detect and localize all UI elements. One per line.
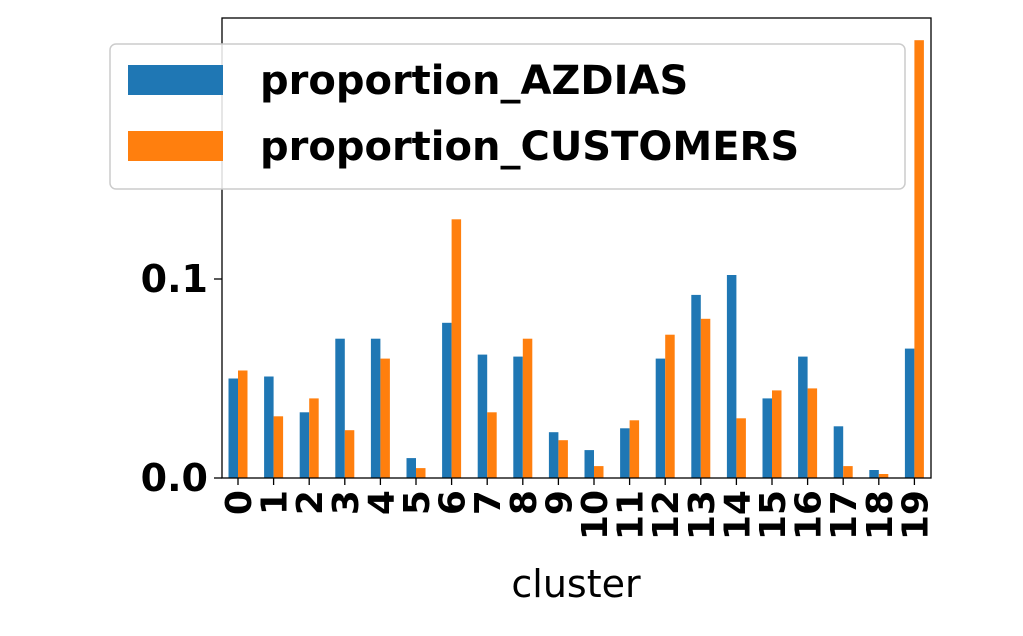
bar-proportion_CUSTOMERS-9 xyxy=(558,440,568,478)
x-tick-label: 12 xyxy=(646,490,687,540)
x-tick-label: 11 xyxy=(611,490,652,540)
bar-proportion_AZDIAS-1 xyxy=(264,376,274,478)
bar-proportion_AZDIAS-3 xyxy=(335,338,345,478)
x-tick-label: 8 xyxy=(504,490,545,515)
x-tick-label: 6 xyxy=(433,490,474,515)
bar-proportion_AZDIAS-4 xyxy=(370,338,381,478)
bar-proportion_CUSTOMERS-18 xyxy=(878,474,889,478)
bar-proportion_AZDIAS-12 xyxy=(655,358,666,478)
legend-label: proportion_AZDIAS xyxy=(260,58,688,104)
bar-proportion_AZDIAS-6 xyxy=(442,322,452,478)
bar-proportion_AZDIAS-16 xyxy=(798,356,808,478)
bar-proportion_AZDIAS-15 xyxy=(762,398,772,478)
bar-proportion_AZDIAS-10 xyxy=(584,450,594,478)
bar-proportion_CUSTOMERS-17 xyxy=(843,466,853,478)
bar-proportion_AZDIAS-5 xyxy=(406,458,416,478)
x-tick-label: 3 xyxy=(326,490,367,515)
bar-proportion_CUSTOMERS-0 xyxy=(238,370,248,478)
x-tick-label: 9 xyxy=(539,490,580,515)
bar-proportion_CUSTOMERS-15 xyxy=(772,390,782,478)
bar-proportion_AZDIAS-14 xyxy=(726,275,737,478)
x-tick-label: 2 xyxy=(290,490,331,515)
bar-proportion_CUSTOMERS-19 xyxy=(914,40,924,478)
x-tick-label: 16 xyxy=(789,490,830,540)
x-tick-label: 10 xyxy=(575,490,616,540)
x-tick-label: 1 xyxy=(255,490,296,515)
bar-proportion_CUSTOMERS-4 xyxy=(380,358,390,478)
x-tick-label: 0 xyxy=(219,490,260,515)
legend-swatch xyxy=(128,65,223,95)
bar-proportion_AZDIAS-8 xyxy=(513,356,523,478)
x-tick-label: 5 xyxy=(397,490,438,515)
x-tick-label: 4 xyxy=(361,490,402,515)
bar-proportion_CUSTOMERS-8 xyxy=(522,338,533,478)
x-tick-label: 14 xyxy=(717,490,758,540)
bar-proportion_AZDIAS-13 xyxy=(691,294,701,478)
bar-proportion_CUSTOMERS-5 xyxy=(416,468,426,478)
x-tick-label: 19 xyxy=(895,490,936,540)
x-tick-label: 18 xyxy=(860,490,901,540)
bar-proportion_AZDIAS-17 xyxy=(833,426,844,478)
y-tick-label: 0.0 xyxy=(141,456,208,500)
bar-proportion_CUSTOMERS-13 xyxy=(700,318,711,478)
x-tick-label: 13 xyxy=(682,490,723,540)
bar-proportion_CUSTOMERS-2 xyxy=(309,398,319,478)
plot-frame xyxy=(221,17,932,479)
x-tick-label: 15 xyxy=(753,490,794,540)
bar-proportion_AZDIAS-0 xyxy=(228,378,238,478)
legend-swatch xyxy=(128,131,223,161)
bar-proportion_AZDIAS-7 xyxy=(477,354,488,478)
bar-proportion_AZDIAS-19 xyxy=(904,348,915,478)
bar-proportion_CUSTOMERS-16 xyxy=(807,388,818,478)
y-axis: 0.0 0.1 xyxy=(141,257,222,500)
x-tick-label: 7 xyxy=(468,490,509,515)
bar-proportion_AZDIAS-11 xyxy=(620,428,630,479)
legend-box xyxy=(109,43,906,190)
bars-group xyxy=(228,40,924,479)
x-tick-label: 17 xyxy=(824,490,865,540)
x-axis-title: cluster xyxy=(511,562,641,606)
legend-label: proportion_CUSTOMERS xyxy=(260,124,799,170)
bar-proportion_CUSTOMERS-1 xyxy=(273,416,284,478)
bar-proportion_AZDIAS-18 xyxy=(869,470,879,478)
bar-proportion_CUSTOMERS-11 xyxy=(629,420,640,478)
bar-proportion_AZDIAS-2 xyxy=(299,412,310,478)
bar-proportion_CUSTOMERS-6 xyxy=(451,219,462,479)
bar-proportion_CUSTOMERS-10 xyxy=(594,466,604,478)
legend: proportion_AZDIAS proportion_CUSTOMERS xyxy=(109,43,906,190)
bar-proportion_CUSTOMERS-14 xyxy=(736,418,746,478)
bar-proportion_CUSTOMERS-12 xyxy=(665,334,675,478)
bar-proportion_CUSTOMERS-3 xyxy=(344,430,355,478)
bar-proportion_AZDIAS-9 xyxy=(548,432,559,478)
bar-proportion_CUSTOMERS-7 xyxy=(487,412,497,478)
y-tick-label: 0.1 xyxy=(141,257,208,301)
